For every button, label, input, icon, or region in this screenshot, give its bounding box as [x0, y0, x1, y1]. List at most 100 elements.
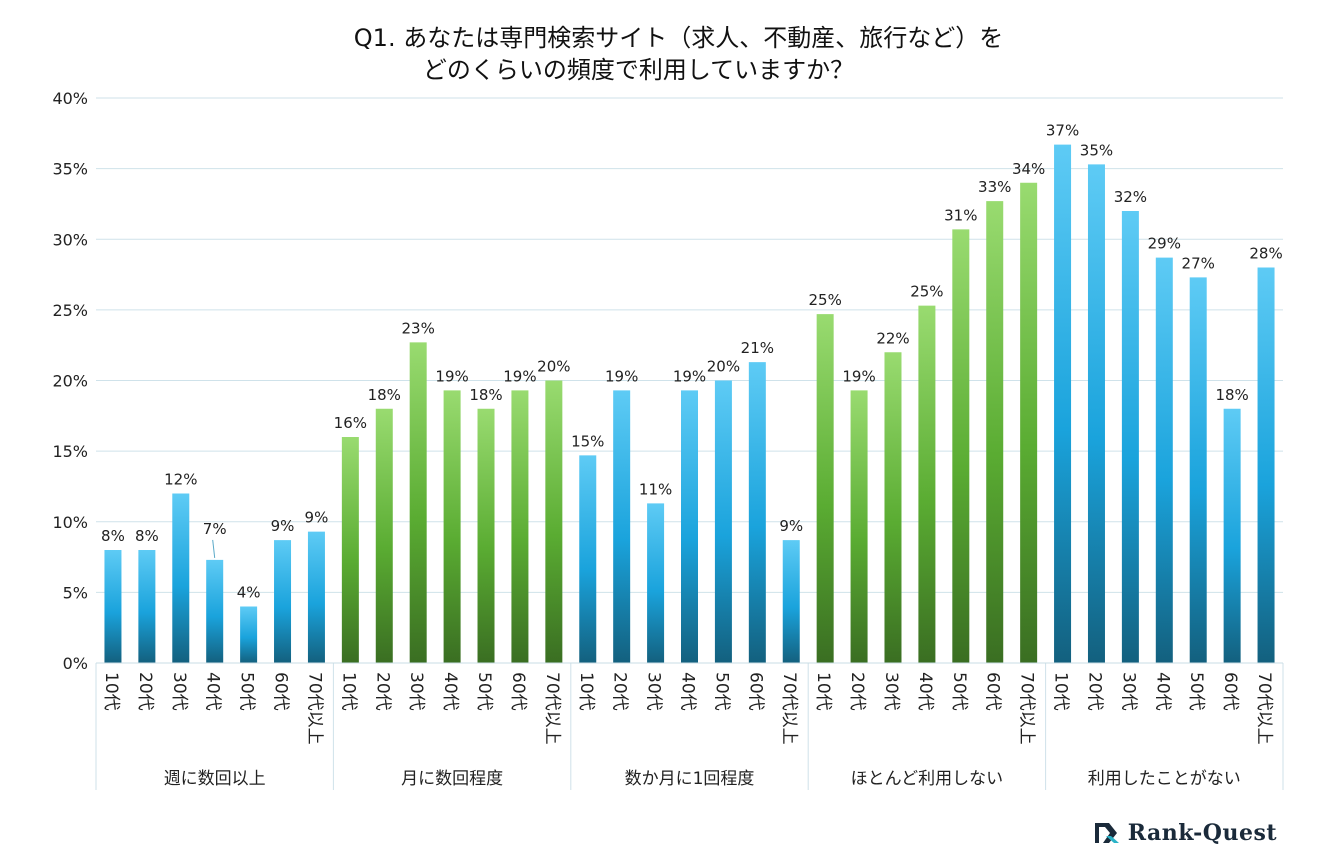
- x-group-label: 月に数回程度: [401, 769, 503, 789]
- x-category-label: 50代: [711, 672, 731, 711]
- x-group-label: ほとんど利用しない: [851, 769, 1004, 789]
- data-label: 7%: [203, 520, 227, 538]
- x-category-label: 50代: [1186, 672, 1206, 711]
- data-label: 9%: [305, 509, 329, 527]
- data-label: 19%: [503, 367, 536, 385]
- x-category-label: 10代: [813, 672, 833, 711]
- x-category-label: 30代: [406, 672, 426, 711]
- data-label: 19%: [842, 367, 875, 385]
- bar: [274, 540, 292, 663]
- data-label: 19%: [435, 367, 468, 385]
- bar: [952, 229, 970, 664]
- bar: [341, 437, 359, 663]
- bar: [1257, 267, 1275, 663]
- x-category-label: 20代: [610, 672, 630, 711]
- bar: [443, 390, 461, 663]
- bar: [409, 342, 427, 663]
- bar: [172, 493, 190, 663]
- bar: [1121, 211, 1139, 663]
- data-label: 19%: [673, 367, 706, 385]
- data-label: 12%: [164, 471, 197, 489]
- bar: [307, 531, 325, 663]
- x-category-label: 70代以上: [1254, 672, 1274, 745]
- data-label: 23%: [402, 319, 435, 337]
- bar: [1020, 182, 1038, 663]
- data-label: 21%: [741, 339, 774, 357]
- data-label: 20%: [537, 358, 570, 376]
- rank-quest-logo-icon: [1094, 823, 1119, 843]
- x-category-label: 10代: [576, 672, 596, 711]
- bar: [714, 380, 732, 663]
- x-category-label: 10代: [101, 672, 121, 711]
- data-label: 8%: [135, 527, 159, 545]
- data-label: 4%: [237, 584, 261, 602]
- chart-title-line-1: Q1. あなたは専門検索サイト（求人、不動産、旅行など）を: [353, 24, 1004, 52]
- x-category-label: 30代: [881, 672, 901, 711]
- data-label: 29%: [1148, 235, 1181, 253]
- x-category-label: 60代: [508, 672, 528, 711]
- y-tick-label: 20%: [52, 372, 88, 391]
- bar: [647, 503, 665, 663]
- data-label: 16%: [334, 414, 367, 432]
- x-category-label: 40代: [440, 672, 460, 711]
- x-category-label: 10代: [338, 672, 358, 711]
- x-category-label: 70代以上: [304, 672, 324, 745]
- bar: [1087, 164, 1105, 663]
- x-category-label: 70代以上: [779, 672, 799, 745]
- brand-logo: Rank-Quest: [1092, 820, 1277, 846]
- chart-title-line-2: どのくらいの頻度で利用していますか？: [422, 56, 855, 84]
- x-category-label: 20代: [135, 672, 155, 711]
- y-tick-label: 25%: [52, 301, 88, 320]
- y-tick-label: 0%: [63, 654, 88, 673]
- x-group-label: 週に数回以上: [164, 769, 266, 789]
- bar: [884, 352, 902, 663]
- y-tick-label: 40%: [52, 89, 88, 108]
- bar: [206, 559, 224, 663]
- data-label: 15%: [571, 432, 604, 450]
- data-label: 31%: [944, 206, 977, 224]
- data-label: 18%: [469, 386, 502, 404]
- x-category-label: 40代: [203, 672, 223, 711]
- x-group-label: 数か月に1回程度: [625, 769, 755, 789]
- bar: [375, 408, 393, 663]
- data-label: 33%: [978, 178, 1011, 196]
- bar: [613, 390, 631, 663]
- y-tick-label: 15%: [52, 442, 88, 461]
- bar: [850, 390, 868, 663]
- bar: [511, 390, 529, 663]
- bar: [681, 390, 698, 663]
- bar: [579, 455, 597, 663]
- x-category-label: 50代: [474, 672, 494, 711]
- bar: [986, 201, 1004, 664]
- x-category-label: 10代: [1051, 672, 1071, 711]
- bar: [1189, 277, 1207, 663]
- bar: [104, 550, 122, 663]
- x-category-label: 60代: [1220, 672, 1240, 711]
- x-group-label: 利用したことがない: [1088, 769, 1241, 789]
- x-category-label: 50代: [949, 672, 969, 711]
- y-tick-label: 30%: [52, 230, 88, 249]
- bar: [138, 550, 156, 663]
- data-label: 18%: [1215, 386, 1248, 404]
- x-category-label: 30代: [1118, 672, 1138, 711]
- data-label: 27%: [1182, 254, 1215, 272]
- bar: [545, 380, 563, 663]
- data-label: 22%: [876, 329, 909, 347]
- y-tick-label: 10%: [52, 513, 88, 532]
- data-label: 37%: [1046, 122, 1079, 140]
- x-category-label: 40代: [1152, 672, 1172, 711]
- x-category-label: 60代: [745, 672, 765, 711]
- x-category-label: 20代: [847, 672, 867, 711]
- x-category-label: 30代: [644, 672, 664, 711]
- x-category-label: 30代: [169, 672, 189, 711]
- x-category-label: 70代以上: [542, 672, 562, 745]
- data-label-leader: [212, 539, 216, 558]
- data-label: 25%: [808, 291, 841, 309]
- data-label: 35%: [1080, 141, 1113, 159]
- data-label: 9%: [271, 517, 295, 535]
- x-category-label: 20代: [1084, 672, 1104, 711]
- bar: [240, 606, 258, 663]
- x-category-label: 40代: [678, 672, 698, 711]
- data-label: 9%: [779, 517, 803, 535]
